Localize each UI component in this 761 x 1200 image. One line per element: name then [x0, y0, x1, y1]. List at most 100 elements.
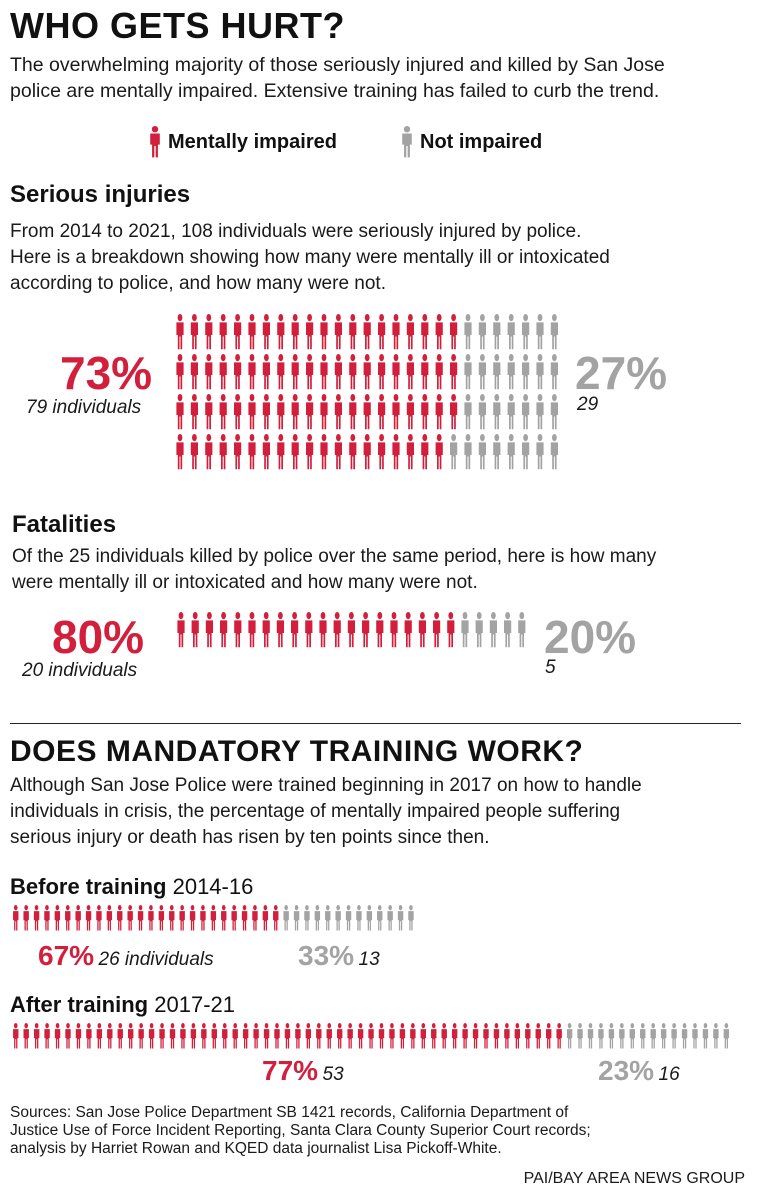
impaired-person-icon: [262, 354, 270, 390]
impaired-person-icon: [378, 354, 386, 390]
person-icon: [150, 126, 160, 158]
not-impaired-person-icon: [713, 1023, 719, 1049]
impaired-person-icon: [334, 314, 342, 350]
impaired-person-icon: [305, 612, 313, 648]
impaired-person-icon: [248, 354, 256, 390]
legend-not-impaired-label: Not impaired: [420, 130, 543, 153]
impaired-person-icon: [357, 1023, 364, 1049]
impaired-person-icon: [406, 394, 414, 430]
impaired-person-icon: [277, 354, 285, 390]
impaired-person-icon: [252, 905, 258, 931]
impaired-person-icon: [514, 1023, 521, 1049]
impaired-person-icon: [320, 354, 328, 390]
impaired-person-icon: [546, 1023, 552, 1049]
impaired-person-icon: [435, 314, 443, 350]
impaired-person-icon: [273, 905, 279, 931]
impaired-person-icon: [284, 1023, 291, 1049]
impaired-person-icon: [176, 314, 184, 350]
impaired-person-icon: [450, 354, 458, 390]
impaired-person-icon: [242, 1023, 249, 1049]
impaired-person-icon: [421, 394, 429, 430]
impaired-person-icon: [291, 434, 299, 470]
intro-line: police are mentally impaired. Extensive …: [10, 80, 660, 102]
training-heading: DOES MANDATORY TRAINING WORK?: [10, 735, 584, 768]
impaired-person-icon: [334, 434, 342, 470]
impaired-person-icon: [248, 314, 256, 350]
impaired-person-icon: [431, 1023, 437, 1049]
impaired-person-icon: [334, 394, 342, 430]
impaired-person-icon: [219, 434, 227, 470]
fatalities-not-pct: 20%: [544, 611, 637, 663]
impaired-person-icon: [211, 1023, 217, 1049]
impaired-person-icon: [295, 1023, 301, 1049]
impaired-person-icon: [220, 612, 228, 648]
not-impaired-person-icon: [478, 434, 486, 470]
not-impaired-person-icon: [550, 394, 558, 430]
impaired-person-icon: [392, 434, 400, 470]
not-impaired-person-icon: [304, 905, 310, 931]
not-impaired-person-icon: [314, 905, 321, 931]
impaired-person-icon: [390, 612, 398, 648]
before-not-count: 13: [358, 949, 380, 970]
injuries-impaired-count: 79 individuals: [26, 397, 142, 418]
impaired-person-icon: [378, 434, 386, 470]
not-impaired-person-icon: [550, 354, 558, 390]
impaired-person-icon: [248, 434, 256, 470]
impaired-person-icon: [137, 905, 144, 931]
impaired-person-icon: [349, 394, 357, 430]
impaired-person-icon: [306, 434, 314, 470]
after-impaired-count: 53: [322, 1064, 344, 1085]
impaired-person-icon: [441, 1023, 447, 1049]
impaired-person-icon: [333, 612, 341, 648]
impaired-person-icon: [389, 1023, 395, 1049]
not-impaired-person-icon: [335, 905, 341, 931]
not-impaired-person-icon: [723, 1023, 730, 1049]
impaired-person-icon: [291, 612, 299, 648]
not-impaired-person-icon: [493, 314, 501, 350]
impaired-person-icon: [462, 1023, 468, 1049]
impaired-person-icon: [75, 1023, 82, 1049]
not-impaired-person-icon: [293, 905, 300, 931]
impaired-person-icon: [362, 612, 370, 648]
impaired-person-icon: [363, 394, 371, 430]
impaired-person-icon: [234, 314, 242, 350]
impaired-person-icon: [291, 314, 299, 350]
not-impaired-person-icon: [577, 1023, 583, 1049]
sources-line: Sources: San Jose Police Department SB 1…: [10, 1104, 569, 1121]
impaired-person-icon: [176, 434, 184, 470]
before-label: Before training: [10, 874, 167, 899]
not-impaired-person-icon: [345, 905, 352, 931]
impaired-person-icon: [406, 434, 414, 470]
impaired-person-icon: [205, 354, 213, 390]
impaired-person-icon: [205, 394, 213, 430]
sources-line: analysis by Harriet Rowan and KQED data …: [10, 1140, 502, 1157]
injuries-impaired-pct: 73%: [60, 347, 153, 399]
impaired-person-icon: [159, 1023, 165, 1049]
not-impaired-person-icon: [671, 1023, 677, 1049]
not-impaired-person-icon: [587, 1023, 594, 1049]
not-impaired-person-icon: [507, 354, 515, 390]
impaired-person-icon: [392, 394, 400, 430]
before-icon-row: [13, 905, 414, 931]
fatalities-line: Of the 25 individuals killed by police o…: [12, 546, 657, 567]
impaired-person-icon: [179, 905, 185, 931]
fatalities-not-count: 5: [545, 657, 556, 678]
before-not-pct: 33%: [298, 940, 355, 971]
impaired-person-icon: [169, 1023, 176, 1049]
sources-line: Justice Use of Force Incident Reporting,…: [10, 1122, 591, 1139]
sources: Sources: San Jose Police Department SB 1…: [10, 1104, 591, 1158]
not-impaired-person-icon: [536, 354, 544, 390]
impaired-person-icon: [404, 612, 412, 648]
before-years: 2014-16: [172, 874, 254, 899]
not-impaired-person-icon: [366, 905, 373, 931]
not-impaired-person-icon: [536, 314, 544, 350]
impaired-person-icon: [33, 1023, 40, 1049]
impaired-person-icon: [23, 1023, 29, 1049]
impaired-person-icon: [201, 1023, 207, 1049]
impaired-person-icon: [421, 314, 429, 350]
impaired-person-icon: [319, 612, 327, 648]
impaired-person-icon: [435, 394, 443, 430]
not-impaired-person-icon: [450, 434, 458, 470]
injuries-icon-grid: [176, 314, 558, 470]
injuries-line: Here is a breakdown showing how many wer…: [10, 247, 610, 268]
